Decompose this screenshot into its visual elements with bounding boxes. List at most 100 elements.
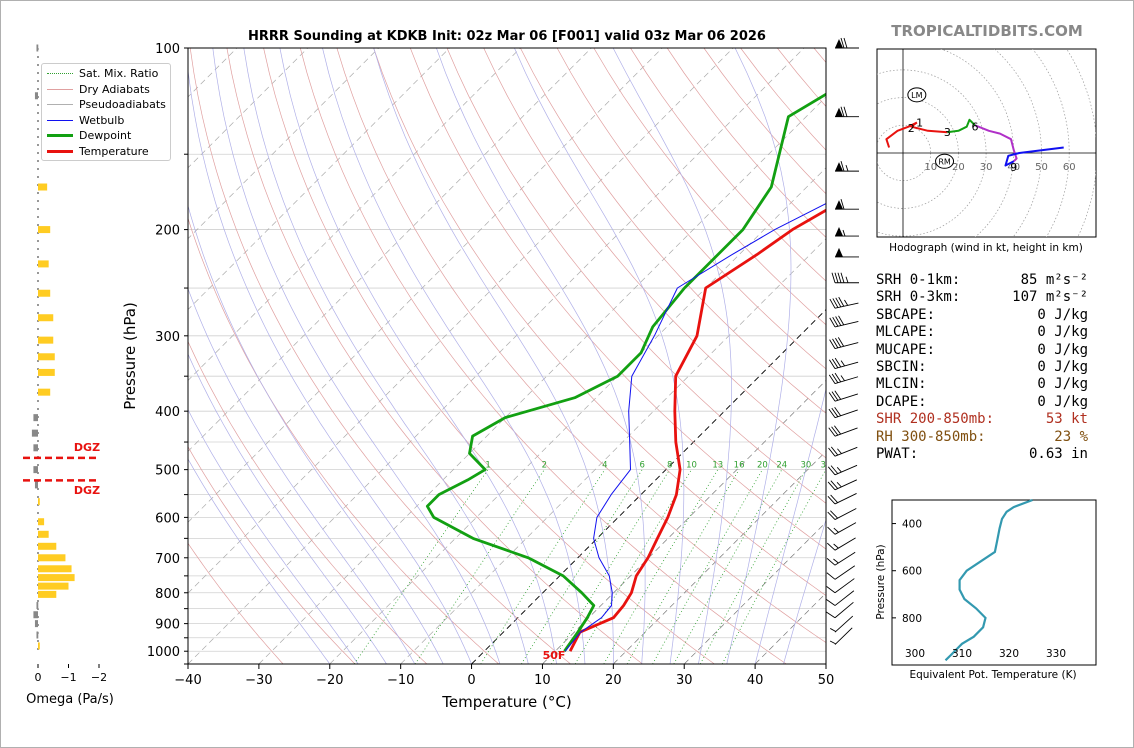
theta-e-x-tick-label: 300 xyxy=(905,648,925,660)
stat-row: MUCAPE: 0 J/kg xyxy=(876,342,1088,359)
barb-staff xyxy=(834,479,858,491)
skewt-axes: −40 −30 −20 −10 0 10 20 30 40 50 100 200 300 400 500 60… xyxy=(147,42,834,688)
y-tick-label: 1000 xyxy=(147,645,180,660)
mixing-ratio-line xyxy=(626,469,740,664)
mixing-ratio-label: 13 xyxy=(712,461,723,471)
legend-item-wetbulb: Wetbulb xyxy=(47,112,124,128)
pseudoadiabat-line xyxy=(514,48,685,664)
legend-item-temperature: Temperature xyxy=(47,143,149,159)
barb-staff xyxy=(834,627,853,645)
omega-panel: 0 −1 −2 xyxy=(23,44,107,684)
hodograph-ring-label: 60 xyxy=(1063,162,1076,173)
hodograph-segment xyxy=(974,124,1018,163)
stat-value: 0 J/kg xyxy=(1037,359,1088,376)
wind-barb xyxy=(827,508,857,520)
pseudoadiabat-line xyxy=(279,48,557,664)
dry-adiabat-line xyxy=(593,48,826,326)
omega-bar xyxy=(38,289,51,297)
hodograph-ring-label: 40 xyxy=(1007,162,1020,173)
pseudoadiabat-line xyxy=(322,48,586,664)
barb-pennant xyxy=(835,162,843,172)
barb-half xyxy=(845,276,849,283)
barb-staff xyxy=(834,376,859,385)
isotherm-line xyxy=(188,48,592,452)
pseudoadiabat-line xyxy=(373,48,614,664)
barb-full xyxy=(827,495,836,505)
barb-full xyxy=(826,542,836,551)
legend-swatch xyxy=(47,88,73,90)
omega-bar xyxy=(36,602,39,610)
y-tick-label: 100 xyxy=(155,42,180,57)
theta-e-ylabel: Pressure (hPa) xyxy=(875,544,887,619)
wind-barb xyxy=(835,160,859,172)
wind-barb xyxy=(835,247,859,258)
stat-value: 0 J/kg xyxy=(1037,306,1088,323)
pseudoadiabat-line xyxy=(188,287,416,664)
dry-adiabat-line xyxy=(556,48,826,370)
profile-temperature xyxy=(568,208,826,652)
isotherm-line xyxy=(258,96,826,664)
legend-swatch xyxy=(47,149,73,153)
barb-pennant xyxy=(835,39,843,48)
barb-full xyxy=(834,272,839,283)
barb-staff xyxy=(834,522,857,535)
omega-bar xyxy=(33,466,38,474)
mixing-ratio-label: 1 xyxy=(485,461,490,471)
wind-barb xyxy=(827,464,858,476)
barb-half xyxy=(842,229,846,237)
mixing-ratio-line xyxy=(550,469,671,664)
mixing-ratio-label: 4 xyxy=(602,461,607,471)
mixing-ratio-label: 8 xyxy=(667,461,672,471)
stat-row: SBCIN: 0 J/kg xyxy=(876,359,1088,376)
skewt-frame xyxy=(187,47,827,665)
legend-label: Dewpoint xyxy=(79,128,132,142)
wind-barb xyxy=(827,493,857,505)
isotherm-line xyxy=(188,48,805,664)
wind-barb xyxy=(828,406,858,419)
omega-bar xyxy=(38,260,49,268)
dgz-label-top: DGZ xyxy=(74,441,100,454)
barb-full xyxy=(830,494,839,503)
pseudoadiabat-line xyxy=(188,353,387,664)
x-tick-label: 10 xyxy=(534,673,551,688)
hodograph-ring-label: 10 xyxy=(924,162,937,173)
barb-full xyxy=(831,373,839,383)
wind-barb xyxy=(829,357,859,370)
omega-tick-label: 0 xyxy=(35,671,42,684)
omega-bar xyxy=(38,582,69,590)
hodograph-ring-label: 20 xyxy=(952,162,965,173)
mixing-ratio-line xyxy=(480,469,606,664)
stat-row-shear: SHR 200-850mb: 53 kt xyxy=(876,411,1088,428)
barb-full xyxy=(840,37,845,49)
omega-bar xyxy=(31,429,38,437)
y-tick-label: 400 xyxy=(155,405,180,420)
omega-tick-label: −2 xyxy=(91,671,107,684)
legend-swatch xyxy=(47,103,73,105)
barb-half xyxy=(833,527,839,533)
legend-label: Dry Adiabats xyxy=(79,82,150,96)
pseudoadiabat-line xyxy=(188,204,444,664)
stat-label: PWAT: xyxy=(876,446,919,463)
mixing-ratio-line xyxy=(414,469,545,664)
barb-full xyxy=(830,446,839,456)
theta-e-line xyxy=(944,498,1033,662)
x-tick-label: −10 xyxy=(387,673,414,688)
barb-full xyxy=(843,37,848,49)
isotherm-line xyxy=(188,48,521,381)
height-marker: 1 xyxy=(916,117,923,130)
barb-half xyxy=(840,360,846,367)
barb-staff xyxy=(834,342,859,350)
barb-half xyxy=(833,543,839,549)
wind-barb xyxy=(828,372,859,385)
barb-staff xyxy=(834,464,858,476)
theta-e-xlabel: Equivalent Pot. Temperature (K) xyxy=(909,669,1076,681)
barb-full xyxy=(840,272,845,283)
legend-item-mixing-ratio: Sat. Mix. Ratio xyxy=(47,65,158,81)
omega-bar xyxy=(38,314,54,322)
y-axis-label: Pressure (hPa) xyxy=(121,302,139,410)
barb-pennant xyxy=(835,200,843,210)
omega-bar xyxy=(38,353,55,361)
mixing-ratio-label: 24 xyxy=(776,461,787,471)
barb-full xyxy=(831,426,839,436)
dry-adiabat-line xyxy=(226,48,643,664)
